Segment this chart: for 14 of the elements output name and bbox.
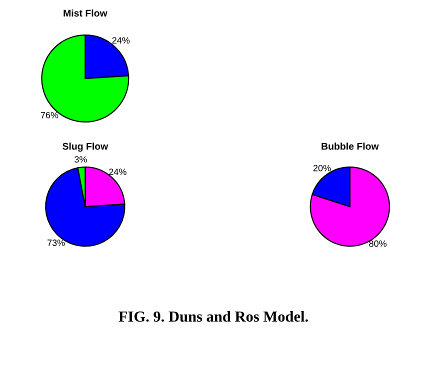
chart-title: Slug Flow (62, 142, 108, 152)
data-label: 20% (313, 164, 331, 172)
pie-slice (310, 166, 390, 247)
caption: FIG. 9. Duns and Ros Model. (118, 310, 308, 322)
chart-title: Mist Flow (64, 9, 108, 17)
pie-slice (45, 167, 126, 247)
data-label: 80% (369, 240, 387, 247)
chart-title: Bubble Flow (322, 142, 379, 150)
pie-slice (41, 34, 130, 123)
data-label: 73% (48, 240, 65, 246)
data-label: 24% (112, 37, 130, 44)
data-label: 76% (40, 112, 58, 118)
data-label: 3% (74, 156, 87, 163)
data-label: 24% (109, 168, 126, 175)
